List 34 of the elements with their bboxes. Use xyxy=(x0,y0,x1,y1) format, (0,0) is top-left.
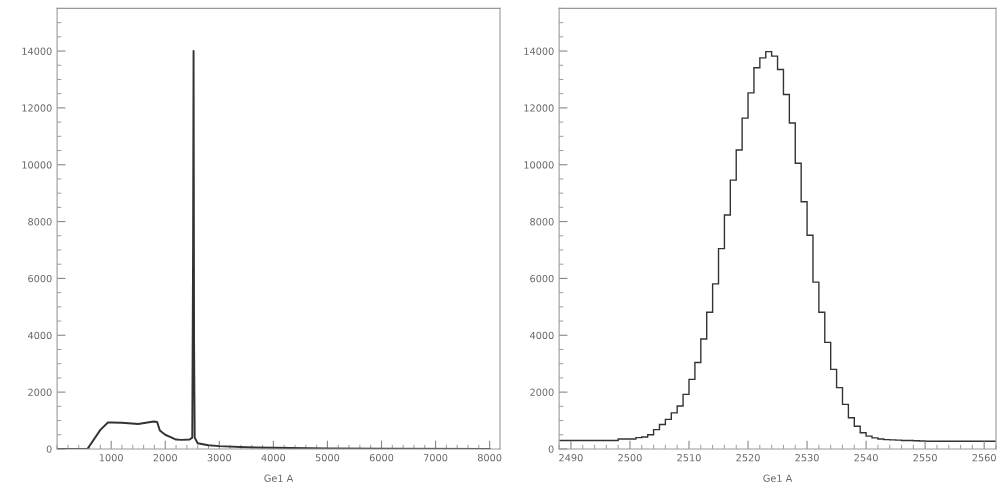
x-tick-label: 6000 xyxy=(369,454,394,462)
x-tick-label: 2490 xyxy=(559,454,583,462)
x-tick-label: 5000 xyxy=(315,454,340,462)
y-tick-label: 8000 xyxy=(530,218,554,226)
x-tick-label: 1000 xyxy=(99,454,123,462)
x-tick-label: 4000 xyxy=(261,454,286,462)
y-tick-label: 8000 xyxy=(28,218,52,226)
x-tick-label: 2520 xyxy=(736,454,760,462)
y-tick-label: 2000 xyxy=(28,388,52,396)
x-axis-title: Ge1 A xyxy=(763,474,793,482)
y-tick-label: 4000 xyxy=(27,331,52,340)
x-tick-label: 7000 xyxy=(423,454,448,462)
x-tick-label: 2530 xyxy=(795,454,819,462)
y-tick-label: 0 xyxy=(46,445,52,453)
y-tick-label: 0 xyxy=(548,445,554,453)
x-tick-label: 2540 xyxy=(854,454,878,462)
x-tick-label: 2550 xyxy=(913,454,937,462)
x-tick-label: 2510 xyxy=(677,454,701,462)
y-tick-label: 12000 xyxy=(22,104,52,112)
y-tick-label: 6000 xyxy=(28,274,52,283)
y-tick-label: 14000 xyxy=(22,47,52,55)
x-tick-label: 2500 xyxy=(618,454,642,462)
y-tick-label: 14000 xyxy=(524,47,554,55)
y-tick-label: 10000 xyxy=(524,161,554,169)
x-tick-label: 8000 xyxy=(477,454,502,462)
x-axis-title: Ge1 A xyxy=(264,474,294,482)
y-tick-label: 6000 xyxy=(530,274,554,283)
y-tick-label: 4000 xyxy=(529,331,554,340)
x-tick-label: 2000 xyxy=(153,454,177,462)
y-tick-label: 2000 xyxy=(530,388,554,396)
x-tick-label: 3000 xyxy=(207,454,232,462)
y-tick-label: 10000 xyxy=(22,161,52,169)
y-tick-label: 12000 xyxy=(524,104,554,112)
x-tick-label: 2560 xyxy=(972,454,996,462)
